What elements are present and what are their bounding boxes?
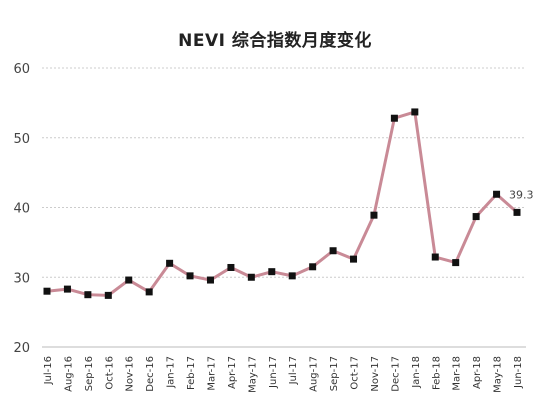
x-tick-label: Aug-16	[63, 356, 74, 392]
data-point	[493, 190, 501, 198]
y-tick-label: 60	[13, 62, 30, 77]
axes: 20 30 40 50 60 Jul-16 Aug-16 Sep-16 Oct-16 Nov-16…	[13, 62, 524, 393]
x-tick-label: Sep-17	[329, 356, 340, 391]
x-tick-label: Dec-17	[390, 356, 401, 392]
series	[43, 108, 521, 299]
x-tick-label: Jan-17	[166, 356, 177, 389]
x-tick-label: Jul-17	[288, 356, 299, 385]
data-point	[329, 247, 337, 255]
data-point	[63, 285, 71, 293]
series-line	[45, 110, 519, 297]
data-point	[513, 208, 521, 216]
data-point	[309, 263, 317, 271]
data-point	[452, 259, 460, 267]
data-point	[227, 263, 235, 271]
x-tick-label: Oct-16	[104, 356, 115, 390]
data-point	[268, 268, 276, 276]
x-tick-label: Feb-18	[431, 356, 442, 390]
x-tick-label: Apr-17	[227, 356, 238, 389]
x-tick-label: Mar-18	[452, 356, 463, 391]
labels: 39.3	[509, 188, 534, 201]
x-tick-label: Sep-16	[84, 356, 95, 391]
data-point	[390, 114, 398, 122]
x-tick-label: Jun-18	[513, 356, 524, 389]
chart-title: NEVI 综合指数月度变化	[178, 31, 372, 51]
x-tick-label: Jan-18	[411, 356, 422, 389]
x-tick-label: Nov-17	[370, 356, 381, 392]
data-point	[247, 273, 255, 281]
x-tick-label: Dec-16	[145, 356, 156, 392]
grid-lines	[42, 67, 526, 348]
data-label: 39.3	[509, 188, 534, 201]
data-point	[84, 291, 92, 299]
y-tick-label: 20	[13, 341, 30, 356]
data-point	[288, 272, 296, 280]
data-point	[350, 255, 358, 263]
data-point	[411, 108, 419, 116]
data-point	[166, 259, 174, 267]
x-tick-label: Jul-16	[43, 356, 54, 385]
x-tick-label: Apr-18	[472, 356, 483, 389]
x-tick-label: May-17	[247, 356, 258, 393]
data-point	[104, 291, 112, 299]
x-tick-label: Aug-17	[309, 356, 320, 392]
data-point	[145, 288, 153, 296]
x-tick-label: May-18	[493, 356, 504, 393]
data-point	[472, 213, 480, 221]
y-tick-label: 40	[13, 202, 30, 217]
y-tick-label: 30	[13, 271, 30, 286]
data-point	[43, 287, 51, 295]
data-point	[125, 276, 133, 284]
x-tick-label: Oct-17	[350, 356, 361, 390]
y-tick-label: 50	[13, 132, 30, 147]
x-tick-label: Jun-17	[268, 356, 279, 389]
x-tick-label: Feb-17	[186, 356, 197, 390]
data-point	[370, 211, 378, 219]
data-point	[206, 276, 214, 284]
x-tick-label: Nov-16	[125, 356, 136, 392]
x-tick-label: Mar-17	[206, 356, 217, 391]
data-point	[186, 272, 194, 280]
data-point	[431, 253, 439, 261]
